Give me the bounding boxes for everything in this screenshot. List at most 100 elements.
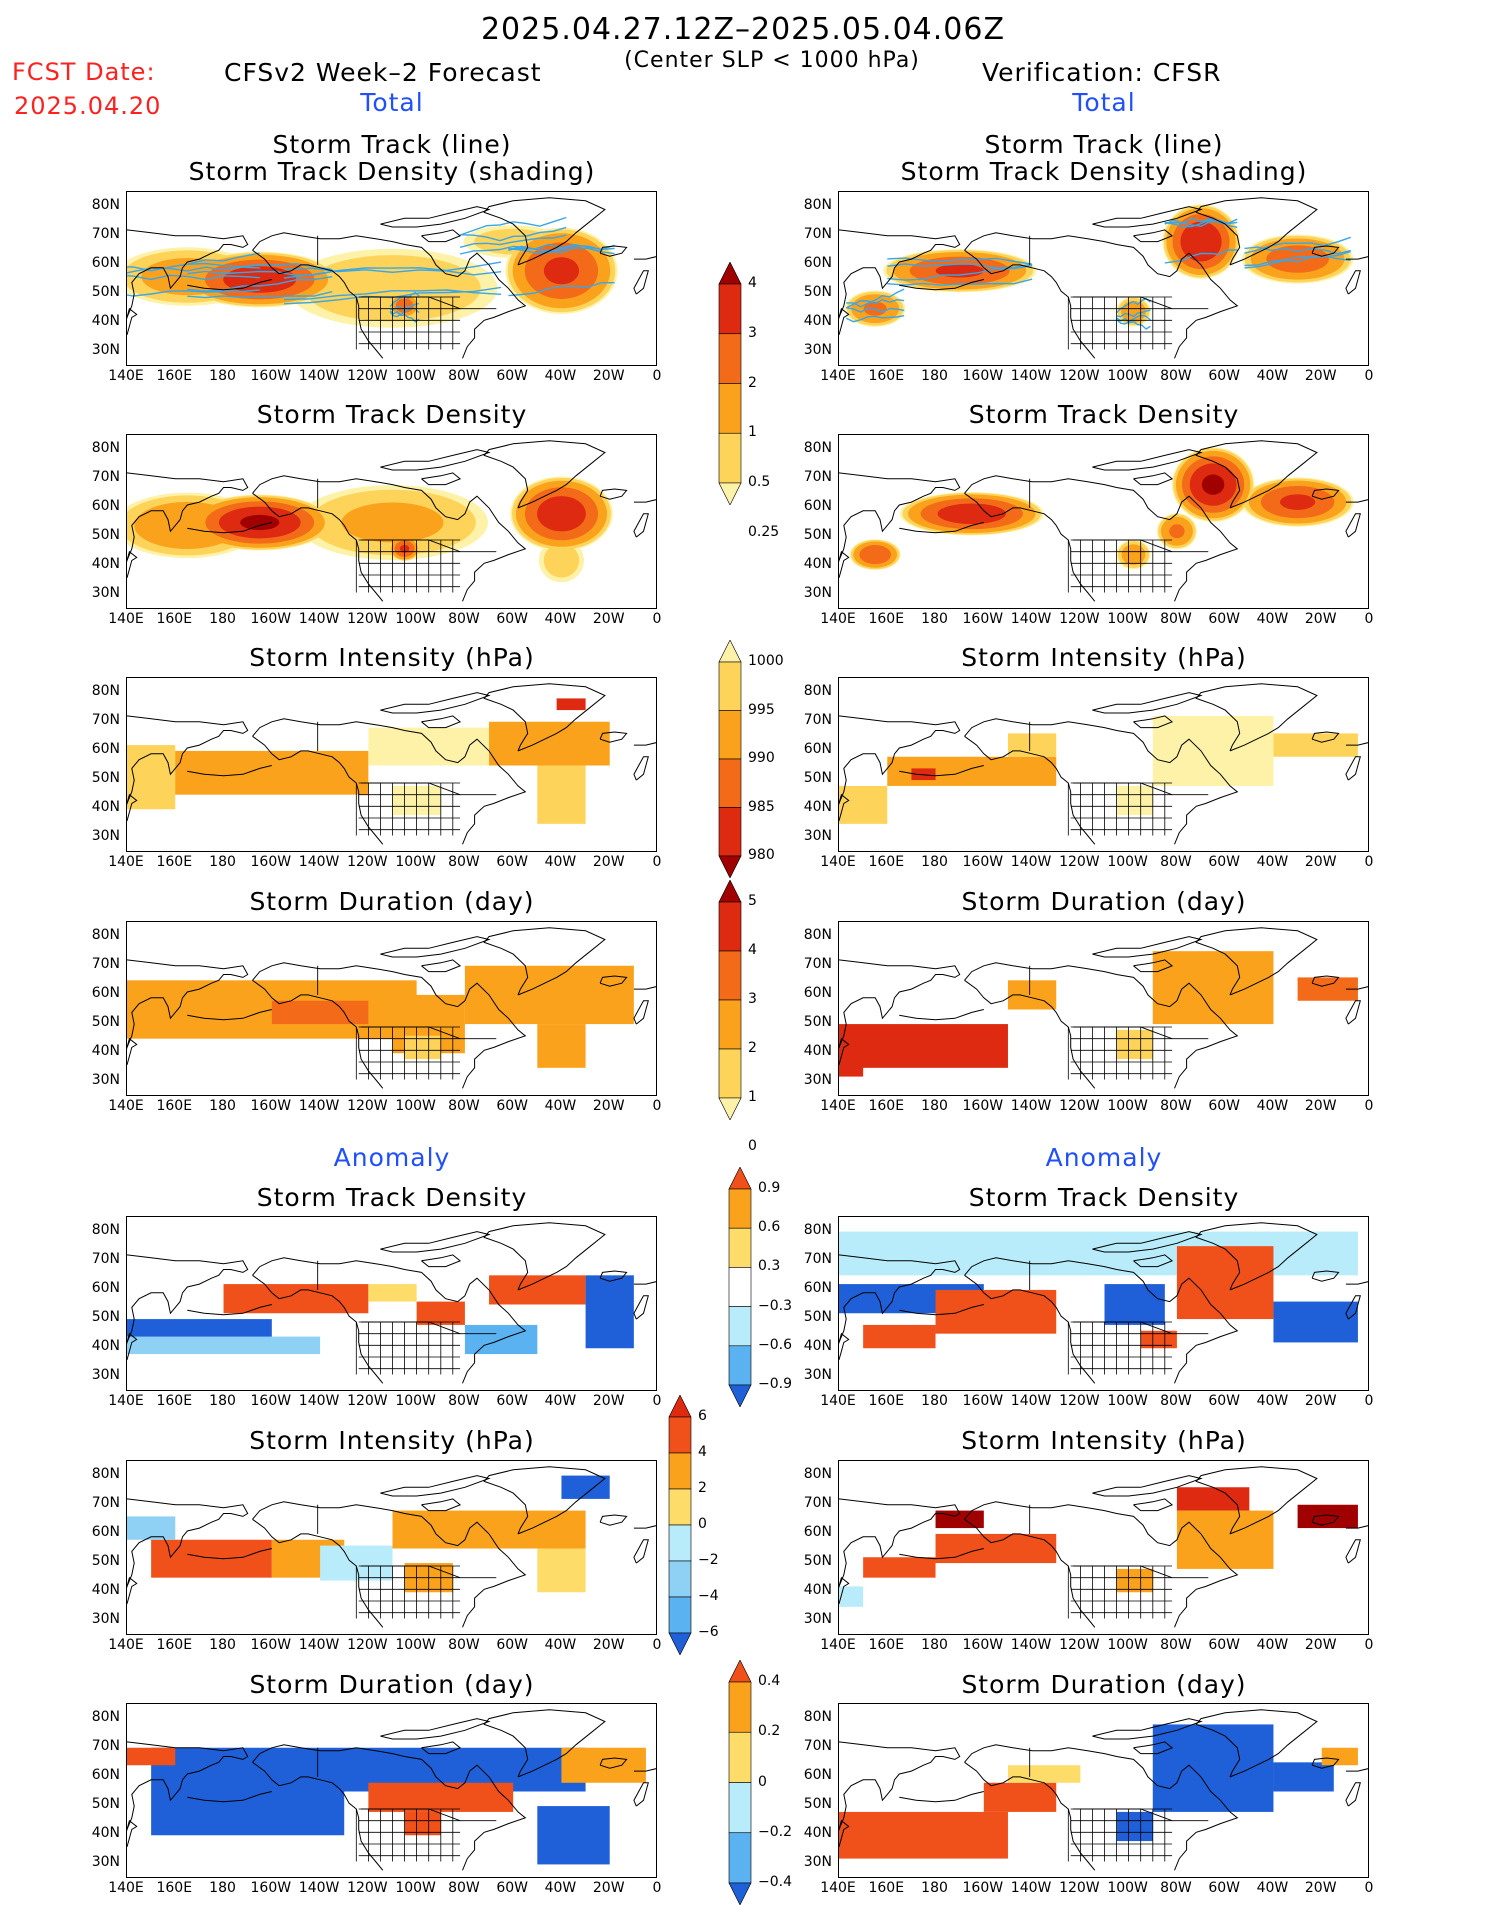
coastline [1345, 256, 1368, 260]
density-contour [240, 514, 280, 531]
lat-tick-label: 70N [803, 225, 832, 242]
lon-tick-label: 140W [1010, 1637, 1052, 1653]
colorbar-label: 985 [748, 798, 775, 815]
lat-tick-label: 50N [91, 1796, 120, 1813]
lat-tick-label: 70N [91, 711, 120, 728]
coastline [1311, 1270, 1340, 1282]
storm-track-line [283, 289, 502, 301]
lon-tick-label: 140E [108, 611, 144, 627]
lon-tick-label: 180 [921, 1393, 948, 1409]
colorbar-swatch [728, 1384, 752, 1408]
lon-tick-label: 160W [962, 1393, 1004, 1409]
lon-tick-label: 0 [1364, 1393, 1374, 1409]
grid-cell [1273, 1301, 1358, 1343]
national-border [1073, 1026, 1209, 1040]
grid-cell [271, 1000, 369, 1025]
lon-tick-label: 140W [298, 854, 340, 870]
lon-tick-label: 180 [209, 1098, 236, 1114]
coastline [633, 256, 656, 260]
coastline [964, 1501, 1239, 1628]
grid-cell [223, 1284, 369, 1314]
coastline [633, 986, 656, 990]
lon-tick-label: 160W [962, 368, 1004, 384]
grid-cell [537, 1024, 586, 1068]
title-density-right: Storm Track Density [968, 400, 1240, 429]
coastline [1345, 1782, 1361, 1807]
coastline [252, 475, 527, 602]
coastline [899, 1548, 984, 1560]
colorbar-swatch [728, 1345, 752, 1386]
lat-tick-label: 70N [803, 1494, 832, 1511]
lat-tick-label: 60N [91, 1766, 120, 1783]
grid-cell [1007, 733, 1057, 757]
grid-cell [561, 1747, 646, 1783]
coastline [483, 440, 606, 509]
colorbar-label: 995 [748, 701, 775, 718]
coastline [252, 1744, 527, 1871]
colorbar-swatch [728, 1267, 752, 1307]
lon-tick-label: 160W [962, 1637, 1004, 1653]
grid-cell [556, 698, 586, 711]
lon-tick-label: 160E [868, 854, 905, 870]
lat-tick-label: 50N [803, 284, 832, 301]
lon-tick-label: 140W [298, 1637, 340, 1653]
grid-cell [983, 1782, 1057, 1812]
lat-tick-label: 50N [803, 770, 832, 787]
lon-tick-label: 40W [544, 1637, 577, 1653]
coastline [1345, 1295, 1361, 1320]
lon-tick-label: 80W [448, 1393, 480, 1409]
lat-tick-label: 40N [803, 556, 832, 573]
density-contour [859, 545, 892, 565]
coastline [483, 1222, 606, 1291]
colorbar-swatch [668, 1560, 692, 1598]
lat-tick-label: 50N [803, 1309, 832, 1326]
coastline [127, 307, 138, 336]
fcst-date-label: FCST Date: [12, 58, 156, 86]
lon-tick-label: 120W [347, 368, 388, 384]
coastline [964, 475, 1239, 602]
coastline [127, 793, 138, 822]
grid-cell [935, 1289, 1057, 1334]
lon-tick-label: 20W [592, 1637, 625, 1653]
coastline [1092, 1475, 1203, 1497]
map-canvas-cfsr-density [839, 440, 1368, 602]
coastline [1133, 1254, 1174, 1268]
grid-cell [1176, 1510, 1274, 1569]
coastline [1133, 1498, 1174, 1512]
lat-tick-label: 80N [91, 1708, 120, 1725]
lat-tick-label: 40N [803, 799, 832, 816]
colorbar-label: −0.6 [758, 1336, 792, 1353]
colorbar-label: 0.9 [758, 1180, 781, 1196]
lat-tick-label: 60N [803, 740, 832, 757]
map-canvas-cfsr-anom-density [839, 1222, 1368, 1384]
lon-tick-label: 160W [250, 1098, 292, 1114]
lat-tick-label: 80N [803, 682, 832, 699]
colorbar-swatch [718, 901, 742, 952]
storm-track-line [845, 298, 905, 309]
colorbar-swatch [718, 333, 742, 384]
lon-tick-label: 120W [1059, 854, 1100, 870]
coastline [899, 522, 984, 534]
colorbar-swatch [718, 1048, 742, 1099]
lat-tick-label: 40N [91, 313, 120, 330]
coastline [127, 1332, 138, 1361]
lon-tick-label: 140E [820, 611, 856, 627]
density-contour [1121, 544, 1146, 565]
lon-tick-label: 40W [1256, 611, 1289, 627]
coastline [187, 1009, 272, 1021]
colorbar-swatch [718, 999, 742, 1050]
storm-track-line [127, 252, 260, 272]
coastline [633, 1000, 649, 1025]
lat-tick-label: 30N [803, 828, 832, 845]
lon-tick-label: 160E [156, 611, 193, 627]
colorbar-label: 3 [748, 991, 757, 1007]
grid-cell [464, 965, 634, 1025]
grid-cell [537, 1548, 586, 1593]
lon-tick-label: 160W [250, 854, 292, 870]
lon-tick-label: 140E [108, 1880, 144, 1896]
lat-tick-label: 80N [91, 1221, 120, 1238]
colorbar-label: 4 [698, 1444, 707, 1460]
lat-tick-label: 60N [91, 1279, 120, 1296]
coastline [252, 232, 527, 359]
coastline [187, 1791, 272, 1803]
